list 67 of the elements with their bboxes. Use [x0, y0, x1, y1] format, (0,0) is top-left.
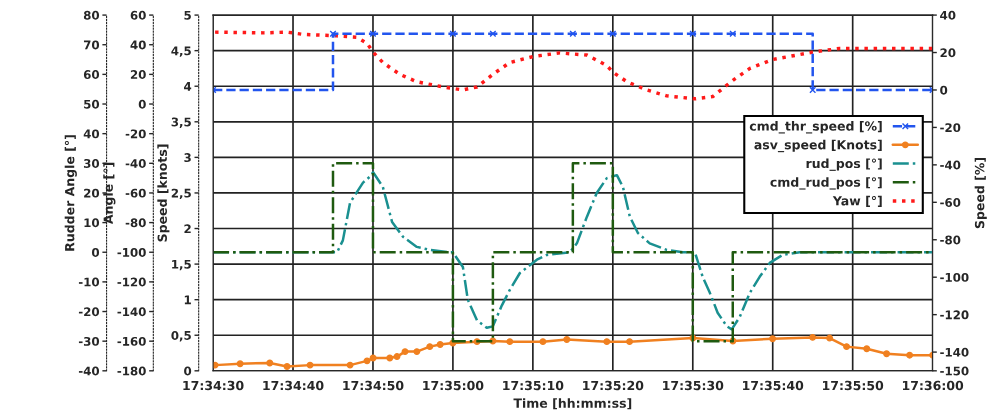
- y-tick-label: 70: [83, 40, 100, 50]
- x-tick-label: 17:35:30: [663, 380, 724, 391]
- x-tick-label: 17:36:00: [902, 380, 964, 391]
- y-tick-label: -40: [125, 159, 146, 168]
- legend-label: cmd_thr_speed [%]: [749, 121, 882, 134]
- y-tick-label: -20: [78, 307, 100, 317]
- y-tick-label: 4: [184, 82, 192, 91]
- y-tick-label: 0: [91, 247, 100, 257]
- y2-tick-label: 20: [940, 48, 956, 58]
- y-tick-label: 5: [184, 10, 191, 20]
- y-tick-label: -10: [78, 277, 100, 287]
- y-tick-label: -140: [117, 307, 146, 317]
- y2-tick-label: 0: [940, 85, 948, 95]
- y-tick-label: -80: [125, 218, 146, 228]
- x-tick-label: 17:35:10: [503, 380, 564, 391]
- y2-tick-label: -80: [940, 235, 961, 245]
- y2-tick-label: -150: [940, 366, 969, 376]
- y-tick-label: 60: [83, 70, 100, 80]
- y-tick-label: -100: [117, 247, 146, 257]
- legend-label: rud_pos [°]: [806, 158, 882, 171]
- y2-tick-label: -140: [940, 347, 969, 357]
- y-tick-label: 50: [84, 99, 100, 109]
- y-tick-label: 2: [184, 224, 191, 234]
- y2-axis-title: Speed [%]: [974, 157, 987, 229]
- x-tick-label: 17:35:40: [743, 380, 804, 391]
- x-tick-label: 17:34:30: [183, 380, 244, 391]
- y2-tick-label: -60: [940, 198, 961, 207]
- y-tick-label: -20: [125, 129, 146, 139]
- y-tick-label: 2,5: [171, 188, 191, 200]
- x-tick-label: 17:35:50: [823, 380, 884, 391]
- y-tick-label: 10: [84, 218, 100, 228]
- y-tick-label: 0: [138, 99, 146, 109]
- y-tick-label: 4,5: [171, 46, 191, 57]
- x-axis-title: Time [hh:mm:ss]: [513, 398, 632, 410]
- y-tick-label: 20: [130, 70, 146, 80]
- legend-label: Yaw [°]: [832, 195, 882, 207]
- y-tick-label: -30: [78, 336, 100, 346]
- y-axis-title: Speed [knots]: [157, 144, 170, 242]
- y-tick-label: -180: [117, 366, 146, 376]
- y-tick-label: 30: [83, 159, 100, 168]
- y-tick-label: 1: [184, 295, 191, 305]
- legend-label: cmd_rud_pos [°]: [770, 177, 882, 190]
- x-tick-label: 17:34:50: [343, 380, 404, 391]
- y2-tick-label: -40: [940, 160, 961, 170]
- y-tick-label: 20: [84, 188, 100, 198]
- y-tick-label: 1,5: [172, 259, 191, 271]
- x-tick-label: 17:35:00: [423, 380, 484, 391]
- y-tick-label: 3: [184, 153, 191, 163]
- y-tick-label: 40: [83, 129, 100, 139]
- x-tick-label: 17:35:20: [583, 380, 644, 391]
- legend-label: asv_speed [Knots]: [754, 139, 882, 153]
- y-tick-label: -60: [125, 188, 146, 198]
- y-tick-label: -160: [117, 336, 146, 346]
- y-tick-label: 60: [130, 10, 146, 20]
- y2-tick-label: -100: [940, 272, 969, 282]
- y-tick-label: -40: [78, 366, 100, 376]
- y2-tick-label: -20: [940, 123, 961, 133]
- y-tick-label: 40: [130, 40, 146, 50]
- y-tick-label: 3,5: [171, 117, 191, 128]
- x-tick-label: 17:34:40: [263, 380, 324, 391]
- y-axis-title: Rudder Angle [°]: [64, 135, 77, 251]
- y2-tick-label: 40: [940, 10, 956, 20]
- y-tick-label: 80: [83, 10, 100, 20]
- y-tick-label: -120: [117, 277, 146, 287]
- y-tick-label: 0: [184, 366, 192, 376]
- y2-tick-label: -120: [940, 310, 969, 320]
- y-tick-label: 0,5: [171, 330, 191, 342]
